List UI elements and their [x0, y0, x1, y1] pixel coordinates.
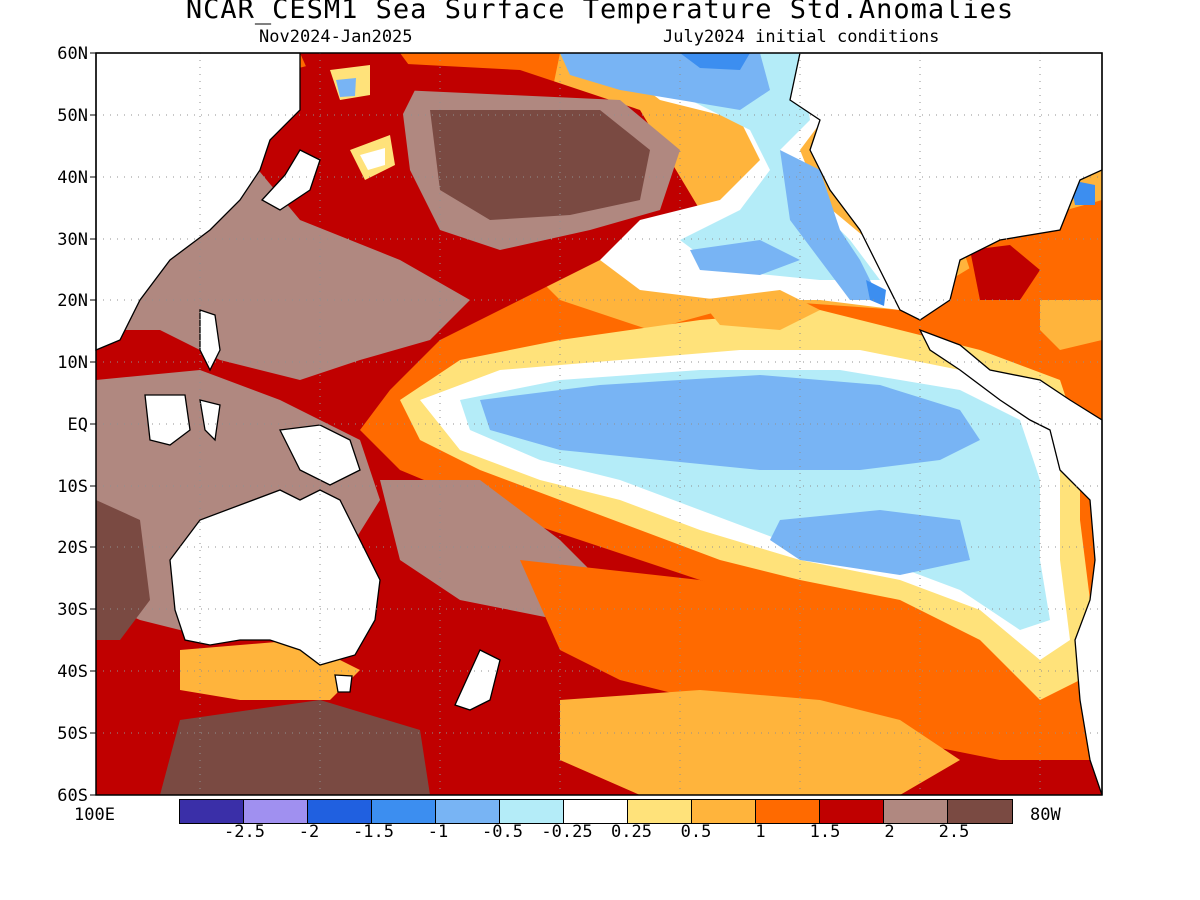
colorbar-swatch: [756, 800, 820, 823]
colorbar-swatch: [820, 800, 884, 823]
colorbar-label: 2: [884, 822, 895, 842]
colorbar-label: -2: [298, 822, 320, 842]
colorbar-label: 2.5: [938, 822, 970, 842]
colorbar-swatch: [436, 800, 500, 823]
colorbar: [179, 799, 1013, 824]
lat-label: 20N: [57, 291, 88, 311]
colorbar-swatch: [884, 800, 948, 823]
lat-label: 60N: [57, 44, 88, 64]
colorbar-swatch: [244, 800, 308, 823]
colorbar-label: -2.5: [224, 822, 265, 842]
lat-label: 40N: [57, 168, 88, 188]
lat-label: 50S: [57, 724, 88, 744]
lat-label: 40S: [57, 662, 88, 682]
colorbar-label: 0.25: [611, 822, 652, 842]
colorbar-label: -1.5: [353, 822, 394, 842]
colorbar-label: 1.5: [809, 822, 841, 842]
lon-label-right: 80W: [1030, 805, 1061, 825]
colorbar-swatch: [948, 800, 1012, 823]
lat-label: 10N: [57, 353, 88, 373]
colorbar-swatch: [500, 800, 564, 823]
period-subtitle: Nov2024-Jan2025: [259, 27, 413, 47]
colorbar-label: -1: [427, 822, 449, 842]
colorbar-label: -0.5: [482, 822, 523, 842]
colorbar-swatch: [564, 800, 628, 823]
lat-label: 20S: [57, 538, 88, 558]
lon-label-left: 100E: [74, 805, 115, 825]
colorbar-swatch: [628, 800, 692, 823]
lat-label: 50N: [57, 106, 88, 126]
lat-label: 10S: [57, 477, 88, 497]
australia-landmass: [169, 489, 381, 666]
colorbar-swatch: [692, 800, 756, 823]
colorbar-swatch: [180, 800, 244, 823]
colorbar-label: 0.5: [680, 822, 712, 842]
map-frame: [95, 52, 1103, 796]
lat-label: EQ: [67, 415, 88, 435]
colorbar-label: -0.25: [541, 822, 593, 842]
lat-label: 30N: [57, 230, 88, 250]
chart-title: NCAR_CESM1 Sea Surface Temperature Std.A…: [185, 0, 1015, 25]
colorbar-label: 1: [755, 822, 766, 842]
colorbar-swatch: [308, 800, 372, 823]
initial-conditions-subtitle: July2024 initial conditions: [663, 27, 940, 47]
lat-label: 30S: [57, 600, 88, 620]
lat-label: 60S: [57, 786, 88, 806]
colorbar-swatch: [372, 800, 436, 823]
